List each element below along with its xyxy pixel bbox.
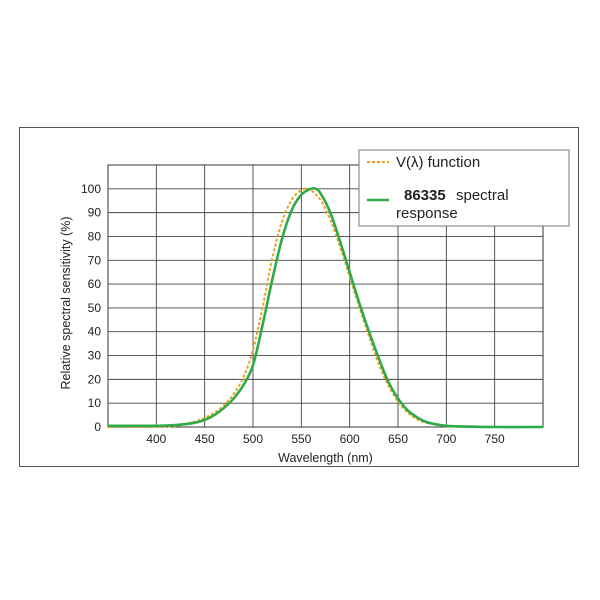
chart-frame: 400 450 500 550 600 650 700 750 0 10 20 30 40 50 60 70 8… xyxy=(19,127,579,467)
x-tick-label: 700 xyxy=(436,432,456,446)
legend-label-spectral: spectral xyxy=(456,187,509,204)
y-axis-label: Relative spectral sensitivity (%) xyxy=(59,217,73,390)
y-tick-label: 90 xyxy=(88,206,102,220)
legend-box xyxy=(358,149,570,227)
y-tick-label: 40 xyxy=(88,325,102,339)
y-tick-label: 0 xyxy=(94,420,101,434)
legend-label-response: response xyxy=(396,205,458,222)
x-tick-label: 500 xyxy=(243,432,263,446)
x-tick-label: 600 xyxy=(340,432,360,446)
x-tick-label: 400 xyxy=(146,432,166,446)
spectral-sensitivity-chart: 400 450 500 550 600 650 700 750 0 10 20 30 40 50 60 70 8… xyxy=(59,149,570,465)
y-tick-label: 50 xyxy=(88,301,102,315)
x-tick-label: 450 xyxy=(195,432,215,446)
y-tick-label: 70 xyxy=(88,253,102,267)
y-tick-label: 60 xyxy=(88,277,102,291)
spectral-response-series-line xyxy=(108,186,544,429)
x-tick-label: 650 xyxy=(388,432,408,446)
y-tick-label: 30 xyxy=(88,349,102,363)
y-tick-label: 100 xyxy=(81,182,101,196)
x-tick-label: 750 xyxy=(485,432,505,446)
y-tick-label: 10 xyxy=(88,396,102,410)
y-tick-label: 20 xyxy=(88,372,102,386)
x-tick-label: 550 xyxy=(291,432,311,446)
legend-label-model: 86335 xyxy=(404,187,446,204)
legend-label-v-lambda: V(λ) function xyxy=(396,154,480,171)
x-axis-label: Wavelength (nm) xyxy=(278,451,373,465)
y-tick-label: 80 xyxy=(88,229,102,243)
